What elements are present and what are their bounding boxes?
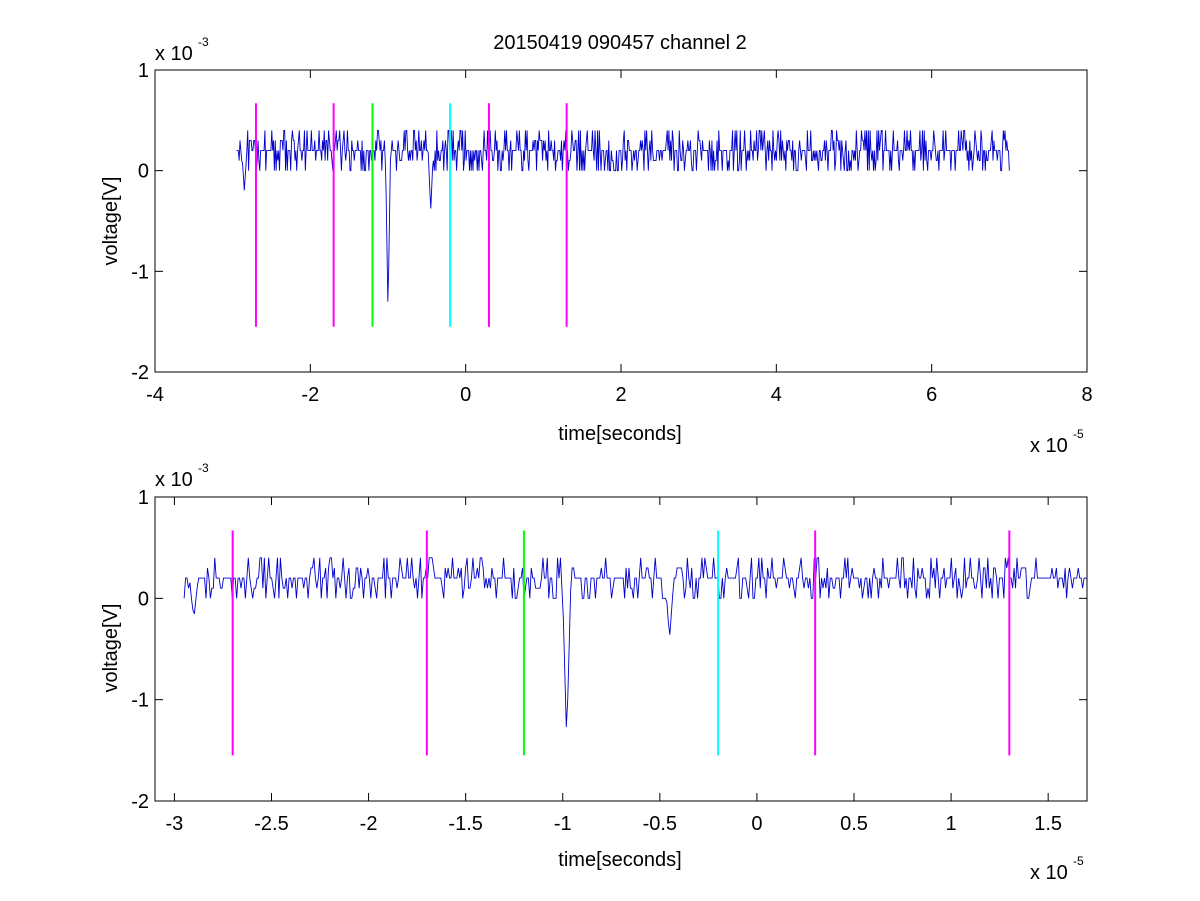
x-tick-label: -2 <box>360 813 378 835</box>
x-tick-label: 1 <box>946 813 957 835</box>
subplot-bottom-x-label: time[seconds] <box>558 849 681 871</box>
y-tick-label: -2 <box>131 791 149 813</box>
subplot-top-marks <box>236 103 1010 327</box>
subplot-bottom-marks <box>183 530 1087 756</box>
y-tick-label: 0 <box>138 588 149 610</box>
x-tick-label: -1.5 <box>448 813 482 835</box>
x-tick-label: 0 <box>460 384 471 406</box>
y-tick-label: -1 <box>131 690 149 712</box>
y-tick-label: -2 <box>131 362 149 384</box>
subplot-top-ticks: -4 -2 0 2 4 6 8-2-101 <box>131 60 1092 406</box>
x-tick-label: 8 <box>1081 384 1092 406</box>
subplot-bottom-x-exponent-base: x 10 <box>1030 862 1068 884</box>
x-tick-label: -0.5 <box>643 813 677 835</box>
x-tick-label: -1 <box>554 813 572 835</box>
subplot-bottom-axes-box <box>154 496 1088 802</box>
x-tick-label: -3 <box>166 813 184 835</box>
figure-title: 20150419 090457 channel 2 <box>493 32 747 54</box>
x-tick-label: -2 <box>301 384 319 406</box>
subplot-top-x-exponent-base: x 10 <box>1030 435 1068 457</box>
x-tick-label: -4 <box>146 384 164 406</box>
subplot-top-y-exponent-base: x 10 <box>155 43 193 65</box>
subplot-bottom-y-exponent-base: x 10 <box>155 469 193 491</box>
subplot-top-x-exponent: -5 <box>1073 427 1084 441</box>
signal-trace <box>183 557 1087 728</box>
subplot-bottom-x-exponent: -5 <box>1073 854 1084 868</box>
subplot-bottom-y-exponent: -3 <box>198 461 209 475</box>
x-tick-label: 1.5 <box>1034 813 1062 835</box>
x-tick-label: 0 <box>751 813 762 835</box>
y-tick-label: -1 <box>131 261 149 283</box>
subplot-bottom: -3 -2.5 -2 -1.5 -1 -0.5 0 0.5 1 1.5 -2 -1 0 1 x 10 -3… <box>100 461 1088 884</box>
x-tick-label: 4 <box>771 384 782 406</box>
signal-trace <box>236 129 1010 302</box>
subplot-top-y-label: voltage[V] <box>100 177 122 266</box>
subplot-bottom-ticks: -3 -2.5 -2 -1.5 -1 -0.5 0 0.5 1 1.5 -2 -1 0 1 <box>131 487 1087 835</box>
subplot-top: -4 -2 0 2 4 6 8-2-101 x 10 -3 time[seconds] x … <box>100 35 1093 457</box>
subplot-bottom-y-label: voltage[V] <box>100 604 122 693</box>
subplot-top-y-exponent: -3 <box>198 35 209 49</box>
x-tick-label: -2.5 <box>254 813 288 835</box>
y-tick-label: 1 <box>138 487 149 509</box>
x-tick-label: 0.5 <box>840 813 868 835</box>
y-tick-label: 0 <box>138 161 149 183</box>
x-tick-label: 2 <box>615 384 626 406</box>
y-tick-label: 1 <box>138 60 149 82</box>
subplot-top-x-label: time[seconds] <box>558 423 681 445</box>
x-tick-label: 6 <box>926 384 937 406</box>
